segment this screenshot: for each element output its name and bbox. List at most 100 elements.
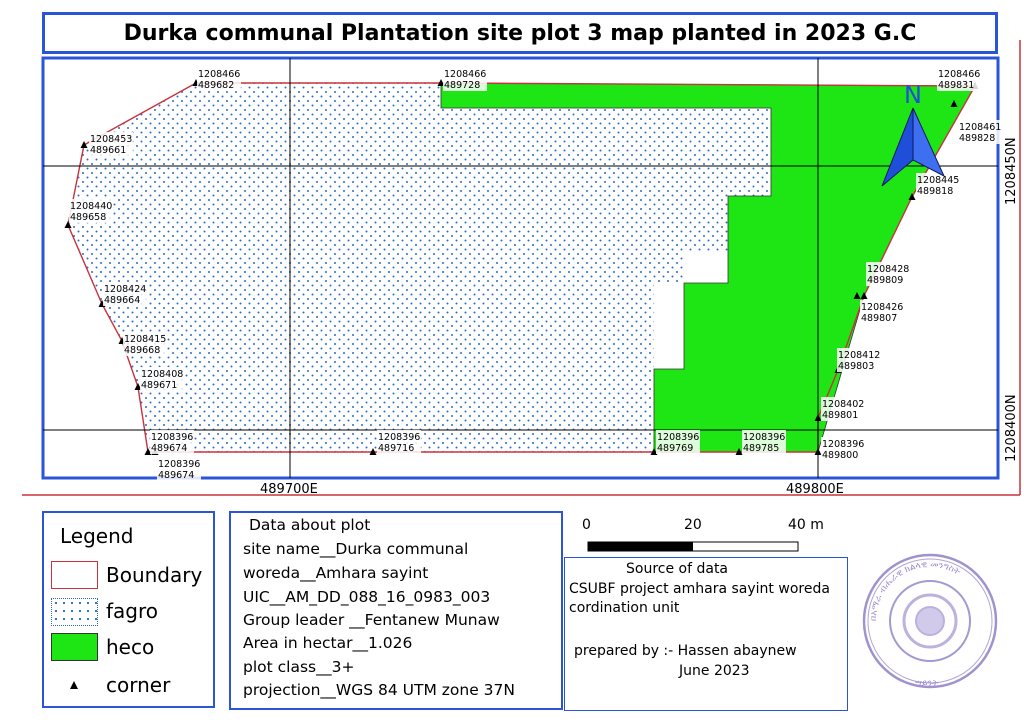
corner-label-bg	[197, 67, 241, 91]
corner-easting: 489831	[938, 80, 974, 91]
corner-northing: 1208461	[959, 122, 1001, 133]
corner-marker	[144, 448, 152, 455]
corner-easting: 489785	[743, 443, 779, 454]
corner-northing: 1208453	[90, 134, 132, 145]
stamp-ring-text: በአማራ ብሔራዊ ክልላዊ መንግስት	[869, 560, 962, 621]
grid-label-1208450n: 1208450N	[1004, 137, 1019, 205]
corner-easting: 489671	[141, 380, 177, 391]
grid-label-489800e: 489800E	[786, 482, 844, 497]
svg-text:በአማራ ብሔራዊ ክልላዊ መንግስት: በአማራ ብሔራዊ ክልላዊ መንግስት	[869, 560, 962, 621]
corner-northing: 1208396	[743, 432, 785, 443]
corner-northing: 1208440	[70, 201, 112, 212]
plot-data-group-leader: Group leader __Fentanew Munaw	[243, 611, 500, 629]
corner-label-bg	[916, 173, 960, 197]
prepared-date: June 2023	[679, 663, 750, 679]
corner-label-bg	[742, 430, 786, 454]
corner-northing: 1208424	[104, 284, 146, 295]
legend-boundary-label: Boundary	[106, 563, 203, 587]
corner-easting: 489800	[822, 450, 858, 461]
corner-labels: 1208466489682120846648972812084664898311…	[69, 67, 1002, 481]
corner-easting: 489803	[838, 361, 874, 372]
corner-label-bg	[937, 67, 981, 91]
corner-marker	[853, 292, 861, 299]
corner-marker	[369, 448, 377, 455]
map-title-box: Durka communal Plantation site plot 3 ma…	[42, 12, 998, 54]
corner-northing: 1208396	[158, 459, 200, 470]
corner-marker	[860, 292, 868, 299]
corner-easting: 489828	[959, 133, 995, 144]
corner-easting: 489664	[104, 295, 140, 306]
scale-label-0: 0	[582, 517, 591, 533]
corner-northing: 1208426	[861, 302, 903, 313]
corner-marker	[134, 383, 142, 390]
corner-northing: 1208396	[151, 432, 193, 443]
corner-northing: 1208396	[657, 432, 699, 443]
corner-label-bg	[860, 300, 904, 324]
prepared-by: prepared by :- Hassen abaynew	[574, 643, 797, 659]
corner-northing: 1208412	[838, 350, 880, 361]
corner-northing: 1208396	[378, 432, 420, 443]
legend-title: Legend	[60, 524, 134, 548]
corner-marker	[908, 193, 916, 200]
legend-panel: Legend Boundary fagro heco corner	[42, 511, 215, 708]
corner-easting: 489801	[822, 410, 858, 421]
corner-label-bg	[443, 67, 487, 91]
stamp-inner-text: ሣይንት	[915, 679, 938, 689]
plot-data-heading: Data about plot	[249, 516, 371, 534]
corner-marker	[735, 448, 743, 455]
corner-easting: 489809	[867, 275, 903, 286]
grid-label-1208400n: 1208400N	[1004, 394, 1019, 462]
corner-northing: 1208445	[917, 175, 959, 186]
north-arrow-icon: N	[881, 81, 946, 187]
corner-easting: 489807	[861, 313, 897, 324]
corner-northing: 1208428	[867, 264, 909, 275]
source-line-2: cordination unit	[569, 600, 680, 616]
corner-northing: 1208466	[444, 69, 486, 80]
corner-northing: 1208408	[141, 369, 183, 380]
corner-marker	[80, 141, 88, 148]
legend-heco-label: heco	[106, 635, 155, 659]
corner-label-bg	[656, 430, 700, 454]
corner-easting: 489658	[70, 212, 106, 223]
legend-boundary-swatch	[51, 561, 98, 589]
scale-label-40: 40 m	[788, 517, 824, 533]
fagro-area	[68, 83, 771, 452]
corner-northing: 1208466	[938, 69, 980, 80]
legend-corner-label: corner	[106, 673, 171, 697]
corner-markers	[64, 79, 979, 455]
corner-easting: 489668	[124, 345, 160, 356]
corner-marker	[437, 79, 445, 86]
corner-label-bg	[377, 430, 421, 454]
corner-easting: 489674	[158, 470, 194, 481]
scale-label-20: 20	[684, 517, 702, 533]
corner-easting: 489661	[90, 145, 126, 156]
corner-northing: 1208402	[822, 399, 864, 410]
corner-easting: 489728	[444, 80, 480, 91]
corner-label-bg	[821, 437, 865, 461]
corner-label-bg	[821, 397, 865, 421]
corner-label-bg	[837, 348, 881, 372]
corner-label-bg	[89, 132, 133, 156]
corner-label-bg	[157, 457, 201, 481]
corner-label-bg	[103, 282, 147, 306]
scale-bar	[587, 541, 799, 552]
corner-marker	[814, 414, 822, 421]
corner-label-bg	[140, 367, 184, 391]
source-heading: Source of data	[626, 561, 729, 577]
plot-data-site-name: site name__Durka communal	[243, 540, 469, 558]
corner-easting: 489769	[657, 443, 693, 454]
corner-label-bg	[866, 262, 910, 286]
corner-label-bg	[69, 199, 113, 223]
corner-northing: 1208396	[822, 439, 864, 450]
corner-marker	[814, 448, 822, 455]
legend-corner-icon	[70, 681, 78, 689]
corner-easting: 489682	[198, 80, 234, 91]
corner-label-bg	[123, 332, 167, 356]
source-panel: Source of data CSUBF project amhara sayi…	[564, 557, 848, 711]
grid-label-489700e: 489700E	[260, 482, 318, 497]
official-stamp: በአማራ ብሔራዊ ክልላዊ መንግስት ሣይንት	[862, 553, 998, 689]
source-line-1: CSUBF project amhara sayint woreda	[569, 581, 830, 597]
map-title: Durka communal Plantation site plot 3 ma…	[123, 20, 917, 46]
corner-easting: 489818	[917, 186, 953, 197]
